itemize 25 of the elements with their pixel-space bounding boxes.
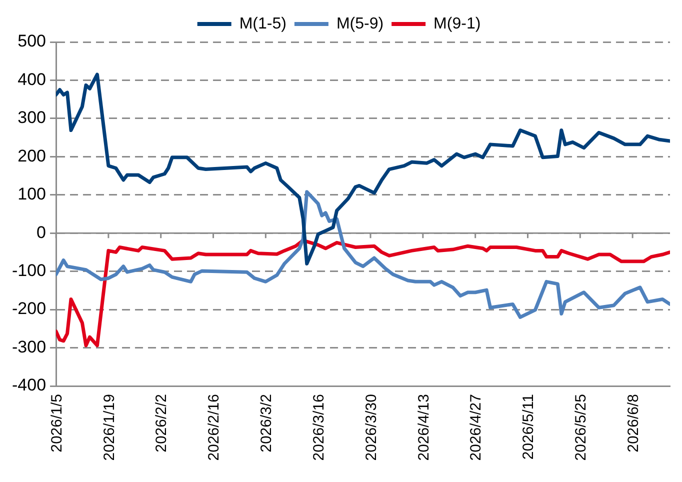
- y-tick-label: 0: [36, 222, 46, 242]
- y-tick-label: -200: [12, 299, 46, 318]
- x-tick-label: 2026/4/13: [415, 394, 432, 461]
- x-tick-label: 2026/3/2: [258, 394, 276, 452]
- legend-label: M(5-9): [336, 15, 384, 32]
- y-tick-label: -100: [12, 261, 46, 280]
- y-tick-label: 300: [18, 108, 46, 128]
- x-tick-label: 2026/6/8: [624, 394, 642, 452]
- y-tick-label: -400: [12, 376, 46, 395]
- x-tick-label: 2026/5/11: [520, 394, 538, 460]
- x-tick-label: 2026/4/27: [468, 394, 485, 461]
- y-tick-label: 100: [18, 184, 46, 204]
- x-tick-label: 2026/2/2: [153, 394, 170, 452]
- x-tick-label: 2026/3/30: [362, 394, 380, 461]
- y-tick-label: -300: [12, 337, 46, 356]
- x-tick-label: 2026/1/19: [100, 394, 118, 461]
- legend-label: M(9-1): [434, 15, 481, 32]
- y-tick-label: 500: [18, 32, 46, 51]
- legend-label: M(1-5): [239, 15, 286, 32]
- x-tick-label: 2026/3/16: [310, 394, 328, 461]
- x-tick-label: 2026/5/25: [572, 394, 590, 461]
- x-tick-label: 2026/2/16: [206, 394, 223, 461]
- y-tick-label: 200: [18, 146, 46, 166]
- x-tick-label: 2026/1/5: [48, 394, 66, 452]
- y-tick-label: 400: [18, 70, 46, 89]
